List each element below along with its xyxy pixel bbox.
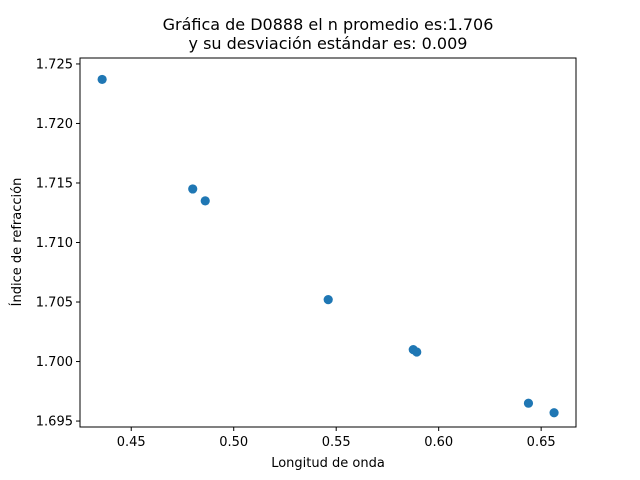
chart-title-line-2: y su desviación estándar es: 0.009 bbox=[189, 34, 468, 53]
y-axis-label: Índice de refracción bbox=[9, 178, 25, 307]
y-tick-label: 1.710 bbox=[36, 236, 73, 251]
data-point bbox=[97, 74, 107, 85]
x-axis-ticks: 0.45 0.50 0.55 0.60 0.65 bbox=[117, 427, 556, 450]
data-point bbox=[323, 295, 333, 305]
x-tick-label: 0.65 bbox=[527, 435, 556, 450]
y-tick-label: 1.700 bbox=[36, 355, 73, 370]
y-tick-label: 1.715 bbox=[36, 176, 73, 191]
data-point bbox=[200, 196, 210, 206]
chart-title-line-1: Gráfica de D0888 el n promedio es:1.706 bbox=[163, 15, 494, 34]
y-tick-label: 1.695 bbox=[36, 415, 73, 430]
y-tick-label: 1.720 bbox=[36, 117, 73, 132]
x-axis-label: Longitud de onda bbox=[271, 456, 385, 471]
data-point bbox=[412, 347, 422, 357]
x-tick-label: 0.60 bbox=[424, 435, 453, 450]
data-point bbox=[188, 184, 198, 194]
y-tick-label: 1.725 bbox=[36, 57, 73, 72]
data-point bbox=[523, 398, 534, 408]
y-axis-ticks: 1.695 1.700 1.705 1.710 1.715 1.720 1.725 bbox=[36, 57, 80, 430]
y-tick-label: 1.705 bbox=[36, 296, 73, 311]
data-point bbox=[549, 408, 559, 418]
plot-frame bbox=[79, 57, 577, 428]
x-tick-label: 0.45 bbox=[117, 435, 146, 450]
x-tick-label: 0.50 bbox=[219, 435, 248, 450]
data-points bbox=[97, 74, 559, 418]
x-tick-label: 0.55 bbox=[322, 435, 351, 450]
